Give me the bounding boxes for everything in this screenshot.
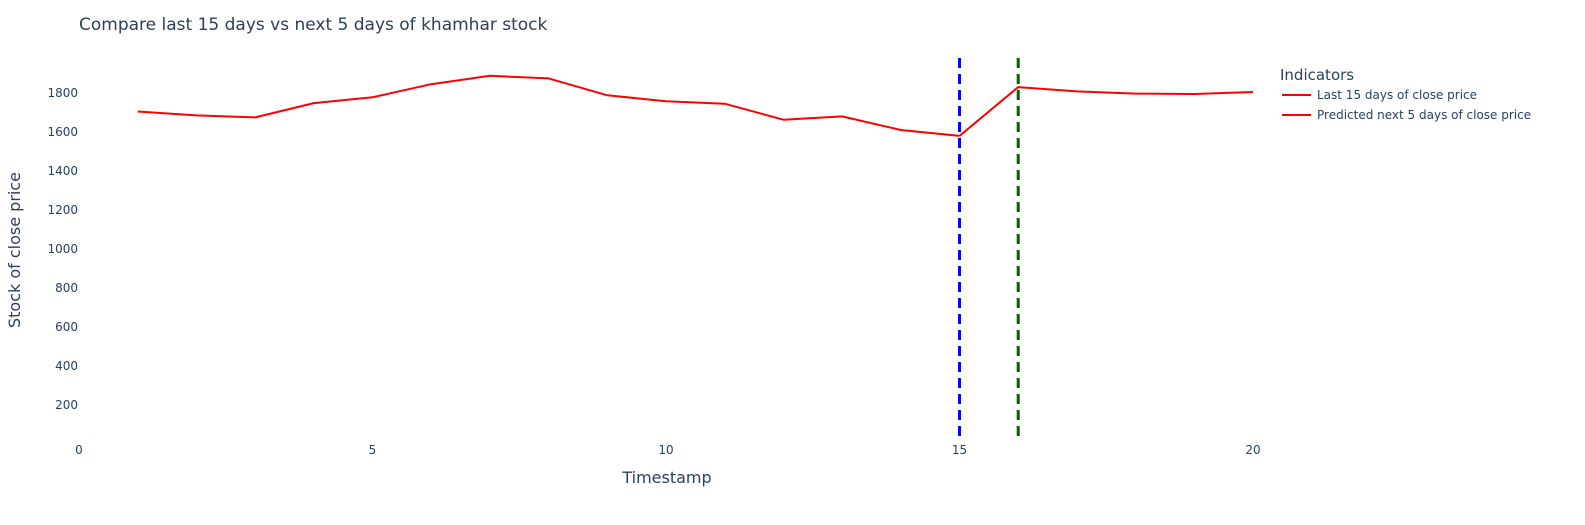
y-tick-label: 1000 <box>47 242 78 256</box>
y-tick-label: 1400 <box>47 164 78 178</box>
series-line-1 <box>958 86 1254 137</box>
y-axis-title: Stock of close price <box>5 172 24 328</box>
x-tick-label: 0 <box>75 443 83 457</box>
legend: Indicators Last 15 days of close price Pr… <box>1280 66 1531 122</box>
x-axis-title: Timestamp <box>621 468 711 487</box>
x-tick-label: 5 <box>369 443 377 457</box>
y-tick-label: 400 <box>55 359 78 373</box>
legend-item[interactable]: Last 15 days of close price <box>1282 88 1477 102</box>
x-axis-ticks: 0 5 10 15 20 <box>75 443 1260 457</box>
y-tick-label: 200 <box>55 398 78 412</box>
chart-title: Compare last 15 days vs next 5 days of k… <box>79 15 548 35</box>
x-tick-label: 20 <box>1245 443 1260 457</box>
y-tick-label: 800 <box>55 281 78 295</box>
y-tick-label: 1600 <box>47 125 78 139</box>
y-tick-label: 1200 <box>47 203 78 217</box>
x-tick-label: 10 <box>658 443 673 457</box>
y-axis-ticks: 200 400 600 800 1000 1200 1400 1600 1800 <box>47 86 78 412</box>
series-line-0 <box>137 74 960 137</box>
legend-label: Last 15 days of close price <box>1317 88 1477 102</box>
legend-title: Indicators <box>1280 66 1354 84</box>
legend-label: Predicted next 5 days of close price <box>1317 108 1531 122</box>
legend-item[interactable]: Predicted next 5 days of close price <box>1282 108 1531 122</box>
x-tick-label: 15 <box>952 443 967 457</box>
y-tick-label: 1800 <box>47 86 78 100</box>
y-tick-label: 600 <box>55 320 78 334</box>
plot-area <box>137 58 1254 440</box>
